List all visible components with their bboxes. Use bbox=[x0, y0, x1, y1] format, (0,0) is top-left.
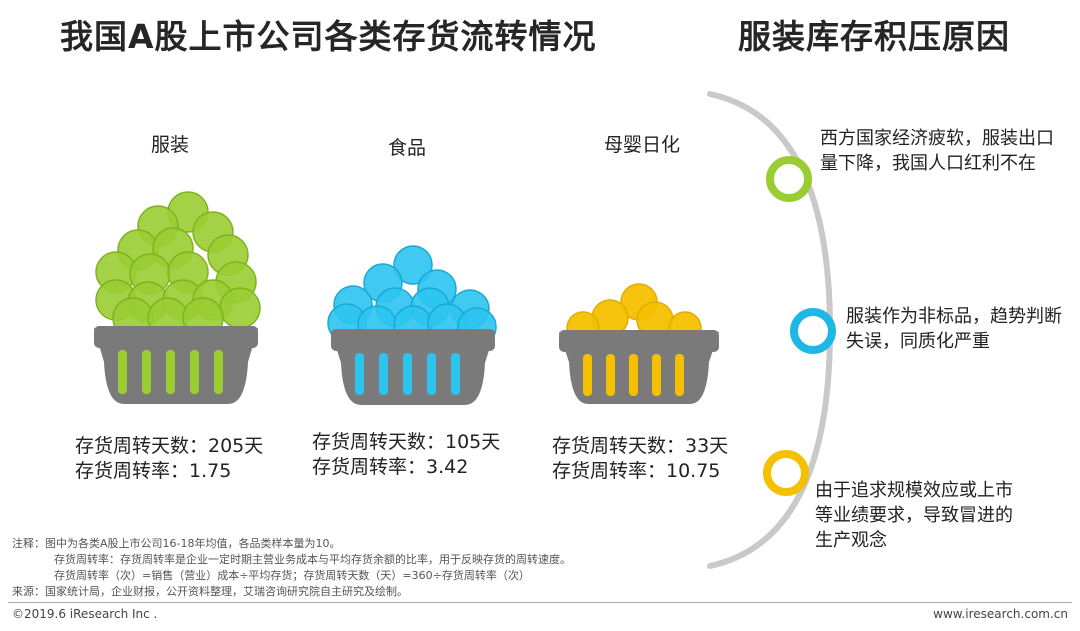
note-definition: 存货周转率：存货周转率是企业一定时期主营业务成本与平均存货余额的比率，用于反映存… bbox=[54, 553, 571, 566]
reason-economy: 西方国家经济疲软，服装出口量下降，我国人口红利不在 bbox=[820, 128, 1054, 174]
food-turnover-rate: 存货周转率：3.42 bbox=[312, 456, 469, 478]
clothing-basket-icon bbox=[94, 191, 261, 404]
food-turnover-days: 存货周转天数：105天 bbox=[312, 431, 501, 453]
reason-marker-ring-blue bbox=[790, 308, 836, 354]
note-formula: 存货周转率（次）=销售（营业）成本÷平均存货；存货周转天数（天）=360÷存货周… bbox=[54, 569, 530, 582]
clothing-turnover-rate: 存货周转率：1.75 bbox=[75, 460, 232, 482]
footer-divider bbox=[8, 602, 1072, 603]
category-label-clothing: 服装 bbox=[151, 134, 190, 156]
clothing-turnover-days: 存货周转天数：205天 bbox=[75, 435, 264, 457]
baby-care-turnover-rate: 存货周转率：10.75 bbox=[552, 460, 721, 482]
baby-care-stats: 存货周转天数：33天 存货周转率：10.75 bbox=[552, 434, 728, 484]
food-stats: 存货周转天数：105天 存货周转率：3.42 bbox=[312, 430, 500, 480]
note-sample: 注释：图中为各类A股上市公司16-18年均值，各品类样本量为10。 bbox=[12, 537, 341, 550]
clothing-stats: 存货周转天数：205天 存货周转率：1.75 bbox=[75, 434, 263, 484]
baby-care-turnover-days: 存货周转天数：33天 bbox=[552, 435, 729, 457]
page-title-right: 服装库存积压原因 bbox=[738, 17, 1010, 56]
food-basket-icon bbox=[327, 245, 497, 405]
reason-marker-ring-green bbox=[766, 156, 812, 202]
page-title-left: 我国A股上市公司各类存货流转情况 bbox=[60, 17, 597, 56]
reason-aggressive-production: 由于追求规模效应或上市等业绩要求，导致冒进的生产观念 bbox=[815, 480, 1013, 551]
reason-marker-ring-yellow bbox=[763, 450, 809, 496]
footer-website: www.iresearch.com.cn bbox=[933, 607, 1068, 621]
baby-care-basket-icon bbox=[559, 283, 719, 404]
note-source: 来源：国家统计局，企业财报，公开资料整理，艾瑞咨询研究院自主研究及绘制。 bbox=[12, 585, 408, 598]
category-label-food: 食品 bbox=[388, 137, 427, 159]
footer-copyright: ©2019.6 iResearch Inc . bbox=[12, 607, 158, 621]
reason-trend-misjudgment: 服装作为非标品，趋势判断失误，同质化严重 bbox=[846, 306, 1062, 352]
category-label-baby-care: 母婴日化 bbox=[604, 134, 681, 156]
